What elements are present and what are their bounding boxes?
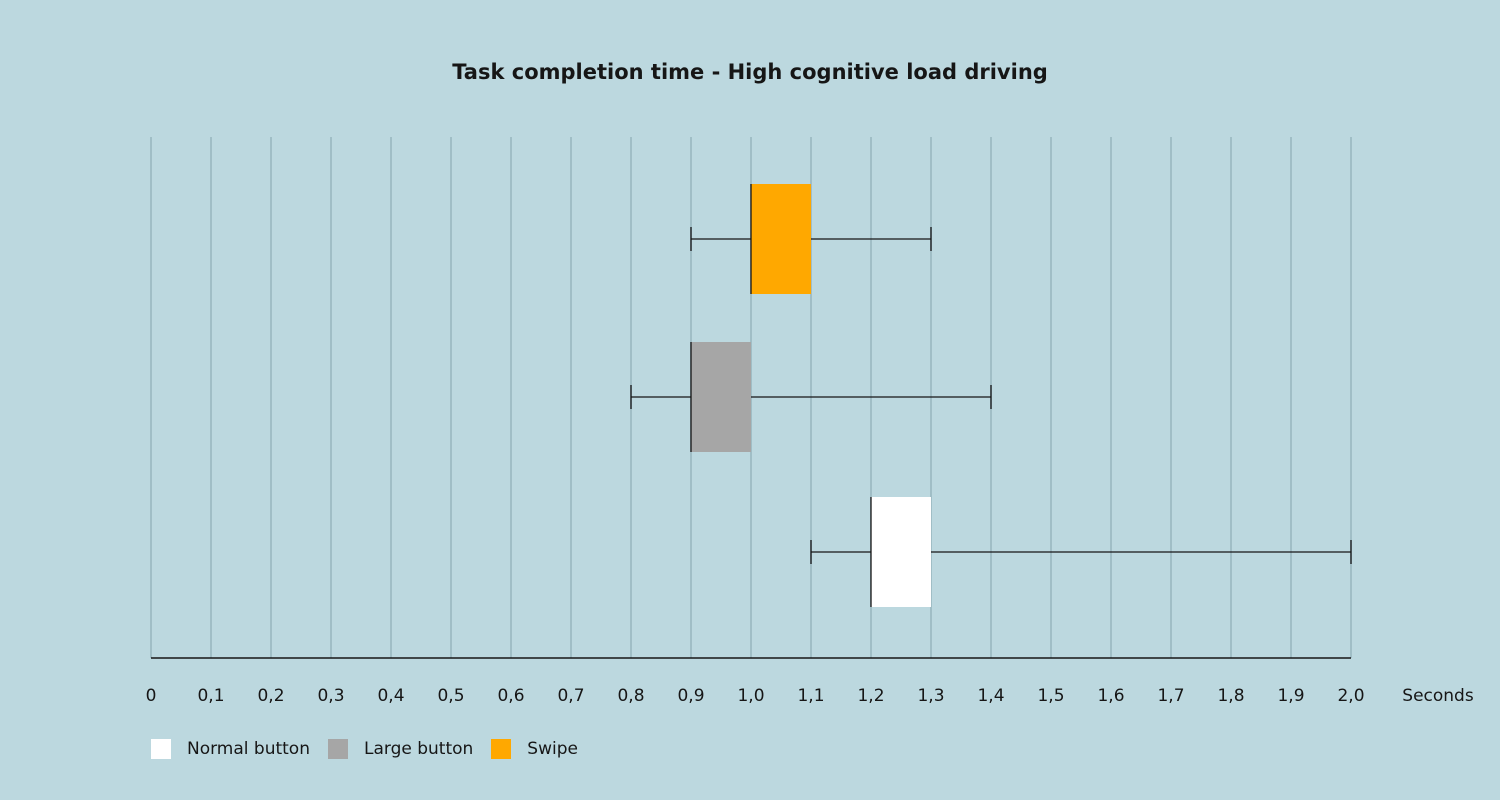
box-swipe	[751, 184, 811, 294]
x-tick-label: 0,1	[197, 686, 224, 706]
x-tick-label: 0,3	[317, 686, 344, 706]
legend-item-large-button: Large button	[327, 739, 474, 759]
x-tick-label: 2,0	[1337, 686, 1364, 706]
legend-swatch	[491, 739, 512, 759]
x-axis-label: Seconds	[1402, 686, 1474, 706]
x-tick-label: 1,0	[737, 686, 764, 706]
x-tick-label: 0	[146, 686, 157, 706]
legend-label: Normal button	[187, 739, 310, 759]
legend-swatch	[151, 739, 171, 759]
legend-swatch	[327, 739, 348, 759]
chart-title: Task completion time - High cognitive lo…	[452, 60, 1048, 84]
legend-item-swipe: Swipe	[491, 739, 578, 759]
x-tick-label: 1,6	[1097, 686, 1124, 706]
x-tick-label: 1,3	[917, 686, 944, 706]
legend-item-normal-button: Normal button	[151, 739, 310, 759]
x-tick-label: 0,6	[497, 686, 524, 706]
x-tick-label: 0,7	[557, 686, 584, 706]
box-large-button	[691, 342, 751, 452]
x-tick-label: 1,9	[1277, 686, 1304, 706]
x-tick-label: 0,2	[257, 686, 284, 706]
x-tick-label: 0,9	[677, 686, 704, 706]
x-tick-label: 1,2	[857, 686, 884, 706]
x-tick-label: 0,4	[377, 686, 404, 706]
legend-label: Large button	[363, 739, 474, 759]
legend-label: Swipe	[527, 739, 578, 759]
box-normal-button	[871, 497, 931, 607]
x-tick-label: 1,7	[1157, 686, 1184, 706]
legend: Normal button Large button Swipe	[151, 739, 596, 759]
x-tick-label: 1,4	[977, 686, 1004, 706]
x-tick-label: 0,5	[437, 686, 464, 706]
x-tick-label: 1,8	[1217, 686, 1244, 706]
x-tick-label: 1,5	[1037, 686, 1064, 706]
x-tick-label: 1,1	[797, 686, 824, 706]
x-tick-label: 0,8	[617, 686, 644, 706]
